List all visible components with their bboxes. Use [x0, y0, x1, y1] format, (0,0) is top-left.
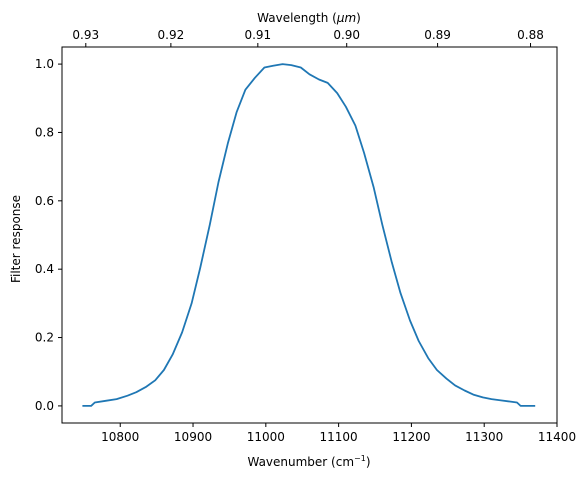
top-tick-label: 0.89 [424, 28, 451, 42]
x-axis-label: Wavenumber (cm−1) [247, 454, 370, 469]
x-tick-label: 11200 [392, 430, 430, 444]
x-tick-label: 11000 [247, 430, 285, 444]
y-tick-label: 0.0 [35, 399, 54, 413]
top-axis-ticks: 0.930.920.910.900.890.880.88 [72, 28, 544, 47]
x-tick-label: 11400 [538, 430, 576, 444]
curve-layer [82, 63, 536, 407]
top-tick-label: 0.90 [333, 28, 360, 42]
top-tick-label: 0.93 [72, 28, 99, 42]
top-tick-label: 0.91 [244, 28, 271, 42]
y-tick-label: 0.8 [35, 125, 54, 139]
x-tick-label: 11100 [320, 430, 358, 444]
top-tick-label: 0.88 [517, 28, 544, 42]
y-tick-label: 0.2 [35, 331, 54, 345]
x-tick-label: 11300 [465, 430, 503, 444]
top-axis-label: Wavelength (μm) [257, 11, 361, 25]
top-tick-label: 0.92 [158, 28, 185, 42]
y-axis-label: Filter response [9, 195, 23, 283]
plot-frame [61, 46, 558, 424]
y-tick-label: 1.0 [35, 57, 54, 71]
filter-response-line [82, 63, 536, 407]
x-tick-label: 10900 [174, 430, 212, 444]
y-tick-label: 0.4 [35, 262, 54, 276]
x-axis-ticks: 10800 10900 11000 11100 11200 11300 11400 [101, 423, 576, 444]
y-axis-ticks: 0.0 0.2 0.4 0.6 0.8 1.0 [35, 57, 62, 413]
y-tick-label: 0.6 [35, 194, 54, 208]
x-tick-label: 10800 [101, 430, 139, 444]
